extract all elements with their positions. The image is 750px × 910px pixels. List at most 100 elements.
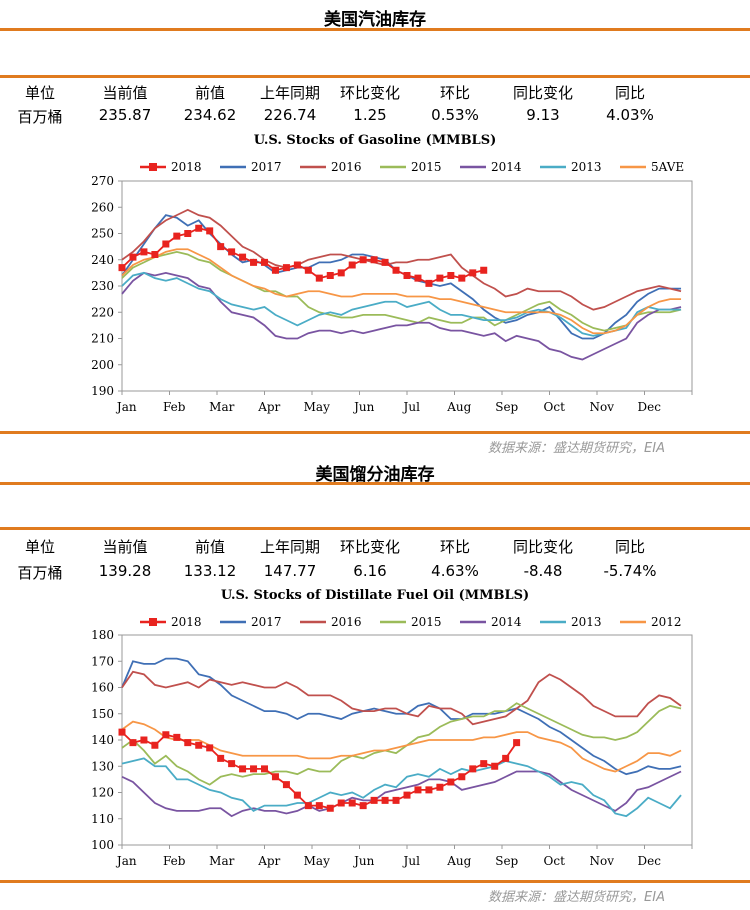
data-point (162, 240, 170, 248)
values-cell: 235.87 (98, 106, 152, 124)
legend-label: 2016 (331, 615, 362, 629)
data-point (195, 224, 203, 232)
data-point (162, 731, 170, 739)
data-point (129, 253, 137, 261)
legend-label: 2014 (491, 615, 522, 629)
gasoline-stats-values: 百万桶 235.87 234.62 226.74 1.25 0.53% 9.13 4.03% (0, 106, 750, 128)
data-point (370, 256, 378, 264)
legend-label: 2012 (651, 615, 682, 629)
section-rule (0, 431, 750, 434)
distillate-chart-title: U.S. Stocks of Distillate Fuel Oil (MMBL… (220, 588, 530, 603)
legend-label: 2018 (171, 615, 202, 629)
headers-cell: 上年同期 (259, 538, 320, 556)
data-point (458, 773, 466, 781)
data-point (140, 248, 148, 256)
data-point (228, 760, 236, 768)
values-cell: 234.62 (183, 106, 237, 124)
data-point (425, 279, 433, 287)
data-point (480, 266, 488, 274)
data-point (403, 791, 411, 799)
values-cell: 4.63% (431, 562, 479, 580)
y-tick-label: 170 (91, 654, 114, 668)
x-tick-label: Feb (163, 400, 186, 414)
headers-cell: 上年同期 (259, 84, 320, 102)
headers-cell: 单位 (24, 84, 55, 102)
x-tick-label: Mar (209, 400, 234, 414)
data-point (304, 266, 312, 274)
y-tick-label: 120 (91, 786, 114, 800)
values-cell: 百万桶 (17, 564, 63, 582)
data-point (513, 739, 521, 747)
data-point (195, 741, 203, 749)
x-tick-label: Jan (115, 854, 137, 868)
gasoline-source-note: 数据来源：盛达期货研究，EIA (488, 441, 665, 456)
legend-label: 2018 (171, 160, 202, 174)
x-tick-label: Jun (352, 854, 375, 868)
series-line-2015 (121, 250, 682, 332)
data-point (370, 796, 378, 804)
data-point (491, 762, 499, 770)
headers-cell: 同比 (614, 84, 645, 102)
series-line-2014 (121, 770, 682, 818)
y-tick-label: 210 (91, 332, 114, 346)
legend-marker (149, 163, 157, 171)
x-tick-label: Dec (638, 854, 662, 868)
data-point (261, 258, 268, 266)
data-point (392, 266, 400, 274)
y-tick-label: 240 (91, 253, 114, 267)
data-point (140, 736, 148, 744)
distillate-stats-header: 单位 当前值 前值 上年同期 环比变化 环比 同比变化 同比 (0, 536, 750, 558)
y-tick-label: 270 (91, 174, 114, 188)
legend-label: 2013 (571, 615, 602, 629)
x-tick-label: Sep (495, 400, 518, 414)
series-line-2015 (121, 702, 682, 786)
data-point (414, 786, 422, 794)
data-point (392, 796, 400, 804)
section-rule (0, 527, 750, 530)
data-point (359, 802, 367, 810)
y-tick-label: 110 (91, 812, 114, 826)
data-point (425, 786, 433, 794)
y-tick-label: 150 (91, 707, 114, 721)
legend-label: 2017 (251, 615, 282, 629)
gasoline-chart: 190 200 210 220 230 240 250 260 270 Jan Feb Mar Apr M… (91, 160, 693, 414)
headers-cell: 环比变化 (339, 538, 400, 556)
y-tick-label: 190 (91, 384, 114, 398)
section-rule (0, 482, 750, 485)
series-line-2013 (121, 271, 682, 337)
data-point (403, 272, 411, 279)
x-tick-label: Apr (257, 854, 280, 868)
values-cell: 9.13 (526, 106, 560, 124)
x-tick-label: Apr (257, 400, 280, 414)
legend-label: 2016 (331, 160, 362, 174)
data-point (173, 733, 181, 741)
series-line-2017 (121, 214, 682, 340)
data-point (271, 266, 279, 274)
headers-cell: 前值 (194, 84, 225, 102)
headers-cell: 单位 (24, 538, 55, 556)
data-point (326, 804, 334, 812)
data-point (469, 765, 477, 773)
legend-marker (149, 618, 157, 626)
legend-label: 2015 (411, 160, 442, 174)
data-point (118, 728, 126, 736)
headers-cell: 当前值 (102, 538, 148, 556)
values-cell: 1.25 (353, 106, 387, 124)
distillate-section-title: 美国馏分油库存 (315, 465, 435, 485)
headers-cell: 环比 (439, 84, 470, 102)
data-point (151, 251, 159, 258)
series-line-2018 (121, 227, 484, 285)
data-point (458, 274, 466, 282)
x-tick-label: Oct (544, 854, 566, 868)
data-point (261, 765, 268, 773)
series-line-2012 (121, 720, 682, 773)
series-line-2016 (121, 208, 682, 311)
values-cell: 6.16 (353, 562, 387, 580)
gasoline-chart-title: U.S. Stocks of Gasoline (MMBLS) (253, 133, 497, 148)
y-tick-label: 230 (91, 279, 114, 293)
data-point (326, 272, 334, 279)
data-point (184, 739, 192, 747)
gasoline-stats-header: 单位 当前值 前值 上年同期 环比变化 环比 同比变化 同比 (0, 82, 750, 104)
data-point (304, 802, 312, 810)
headers-cell: 环比变化 (339, 84, 400, 102)
